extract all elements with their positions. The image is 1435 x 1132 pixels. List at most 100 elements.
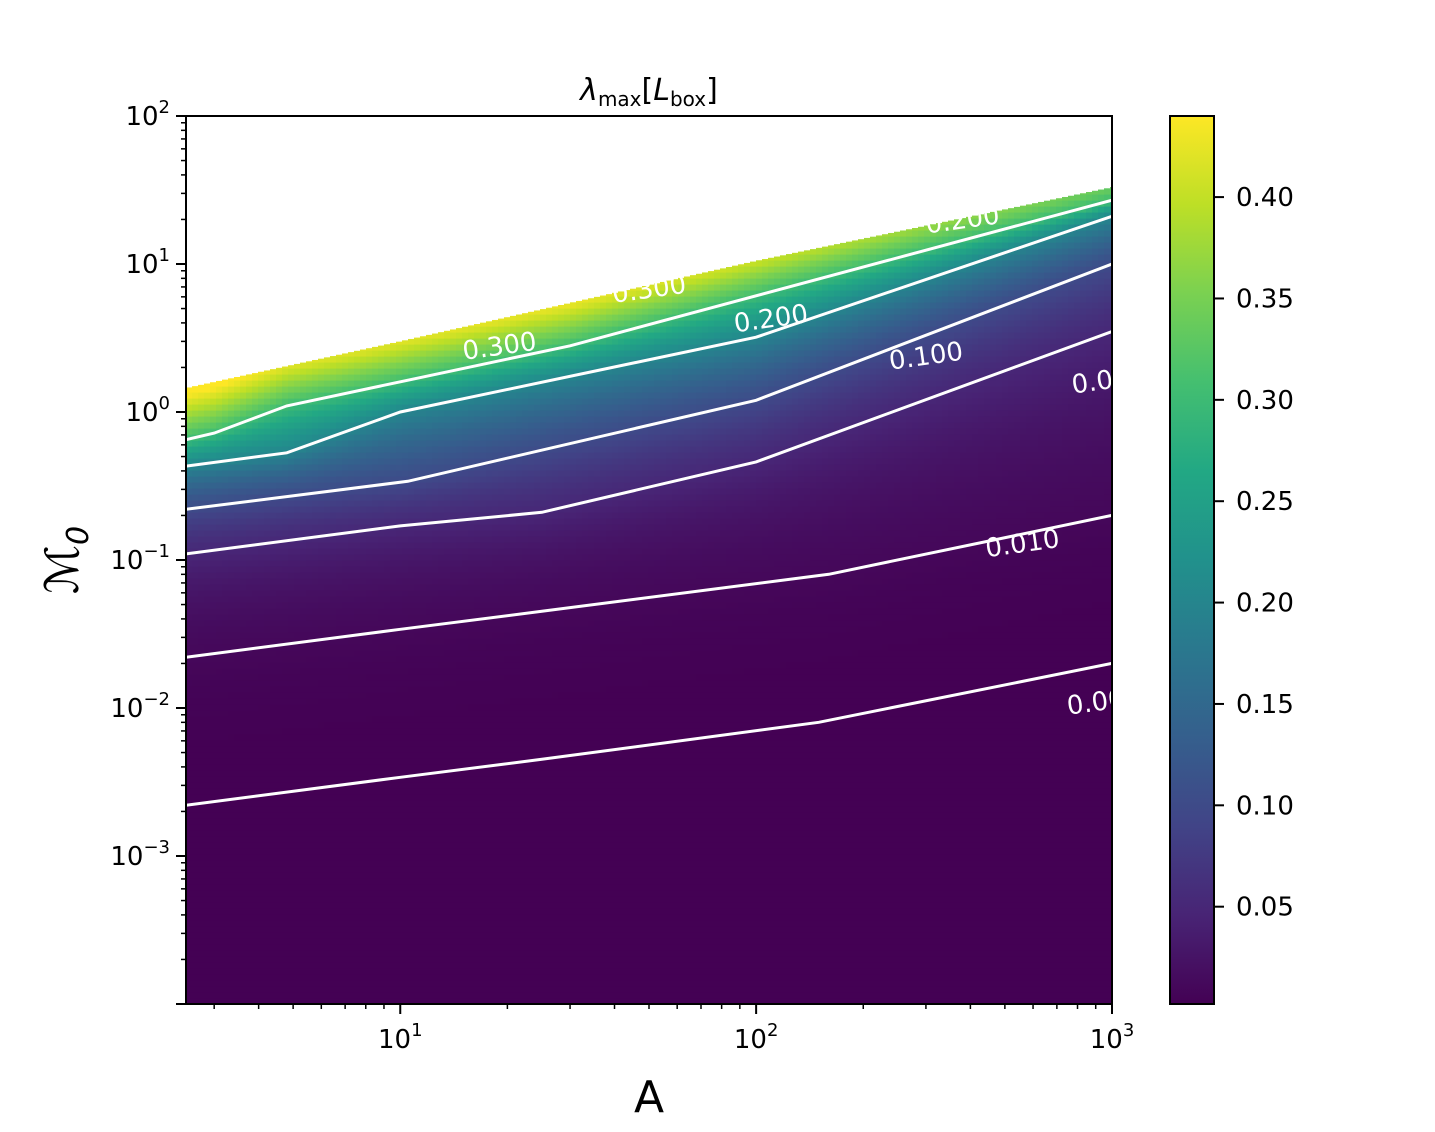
heatmap-cell [408, 518, 415, 525]
heatmap-cell [408, 770, 415, 777]
heatmap-cell [252, 926, 259, 933]
heatmap-cell [432, 536, 439, 543]
heatmap-cell [192, 488, 199, 495]
heatmap-cell [216, 956, 223, 963]
heatmap-cell [282, 758, 289, 765]
heatmap-cell [450, 542, 457, 549]
heatmap-cell [300, 446, 307, 453]
heatmap-cell [234, 512, 241, 519]
heatmap-cell [294, 500, 301, 507]
heatmap-cell [258, 494, 265, 501]
heatmap-cell [366, 740, 373, 747]
heatmap-cell [258, 746, 265, 753]
heatmap-cell [294, 650, 301, 657]
heatmap-cell [312, 566, 319, 573]
heatmap-cell [276, 908, 283, 915]
heatmap-cell [192, 404, 199, 411]
heatmap-cell [270, 464, 277, 471]
heatmap-cell [294, 548, 301, 555]
heatmap-cell [306, 452, 313, 459]
heatmap-cell [300, 992, 307, 999]
heatmap-cell [270, 680, 277, 687]
heatmap-cell [282, 680, 289, 687]
heatmap-cell [330, 452, 337, 459]
heatmap-cell [456, 800, 463, 807]
heatmap-cell [348, 680, 355, 687]
heatmap-cell [402, 884, 409, 891]
heatmap-cell [312, 644, 319, 651]
heatmap-cell [210, 488, 217, 495]
heatmap-cell [204, 410, 211, 417]
heatmap-cell [408, 404, 415, 411]
heatmap-cell [384, 428, 391, 435]
heatmap-cell [258, 896, 265, 903]
heatmap-cell [432, 338, 439, 345]
heatmap-cell [192, 986, 199, 993]
heatmap-cell [360, 992, 367, 999]
heatmap-cell [390, 758, 397, 765]
heatmap-cell [288, 482, 295, 489]
heatmap-cell [432, 956, 439, 963]
heatmap-cell [318, 578, 325, 585]
heatmap-cell [456, 428, 463, 435]
heatmap-cell [282, 464, 289, 471]
heatmap-cell [294, 884, 301, 891]
heatmap-cell [378, 752, 385, 759]
heatmap-cell [288, 626, 295, 633]
heatmap-cell [348, 728, 355, 735]
heatmap-cell [366, 626, 373, 633]
heatmap-cell [312, 704, 319, 711]
heatmap-cell [300, 752, 307, 759]
heatmap-cell [384, 560, 391, 567]
heatmap-cell [450, 800, 457, 807]
heatmap-cell [228, 584, 235, 591]
heatmap-cell [192, 464, 199, 471]
heatmap-cell [282, 848, 289, 855]
heatmap-cell [444, 512, 451, 519]
heatmap-cell [246, 812, 253, 819]
heatmap-cell [294, 836, 301, 843]
heatmap-cell [222, 416, 229, 423]
heatmap-cell [228, 986, 235, 993]
heatmap-cell [216, 836, 223, 843]
heatmap-cell [192, 482, 199, 489]
heatmap-cell [246, 512, 253, 519]
heatmap-cell [318, 512, 325, 519]
heatmap-cell [216, 734, 223, 741]
heatmap-cell [210, 476, 217, 483]
heatmap-cell [438, 608, 445, 615]
heatmap-cell [252, 392, 259, 399]
heatmap-cell [234, 956, 241, 963]
heatmap-cell [456, 842, 463, 849]
heatmap-cell [210, 404, 217, 411]
heatmap-cell [444, 860, 451, 867]
heatmap-cell [258, 674, 265, 681]
heatmap-cell [414, 524, 421, 531]
heatmap-cell [408, 848, 415, 855]
heatmap-cell [378, 770, 385, 777]
heatmap-cell [414, 566, 421, 573]
heatmap-cell [342, 500, 349, 507]
heatmap-cell [222, 836, 229, 843]
heatmap-cell [270, 476, 277, 483]
heatmap-cell [300, 860, 307, 867]
heatmap-cell [258, 710, 265, 717]
heatmap-cell [270, 614, 277, 621]
heatmap-cell [222, 380, 229, 387]
heatmap-cell [306, 950, 313, 957]
heatmap-cell [216, 980, 223, 987]
heatmap-cell [450, 920, 457, 927]
heatmap-cell [420, 938, 427, 945]
heatmap-cell [204, 386, 211, 393]
heatmap-cell [420, 974, 427, 981]
heatmap-cell [360, 698, 367, 705]
heatmap-cell [234, 470, 241, 477]
heatmap-cell [324, 530, 331, 537]
heatmap-cell [438, 878, 445, 885]
heatmap-cell [390, 422, 397, 429]
heatmap-cell [246, 830, 253, 837]
heatmap-cell [192, 848, 199, 855]
heatmap-cell [288, 398, 295, 405]
heatmap-cell [204, 614, 211, 621]
heatmap-cell [330, 362, 337, 369]
